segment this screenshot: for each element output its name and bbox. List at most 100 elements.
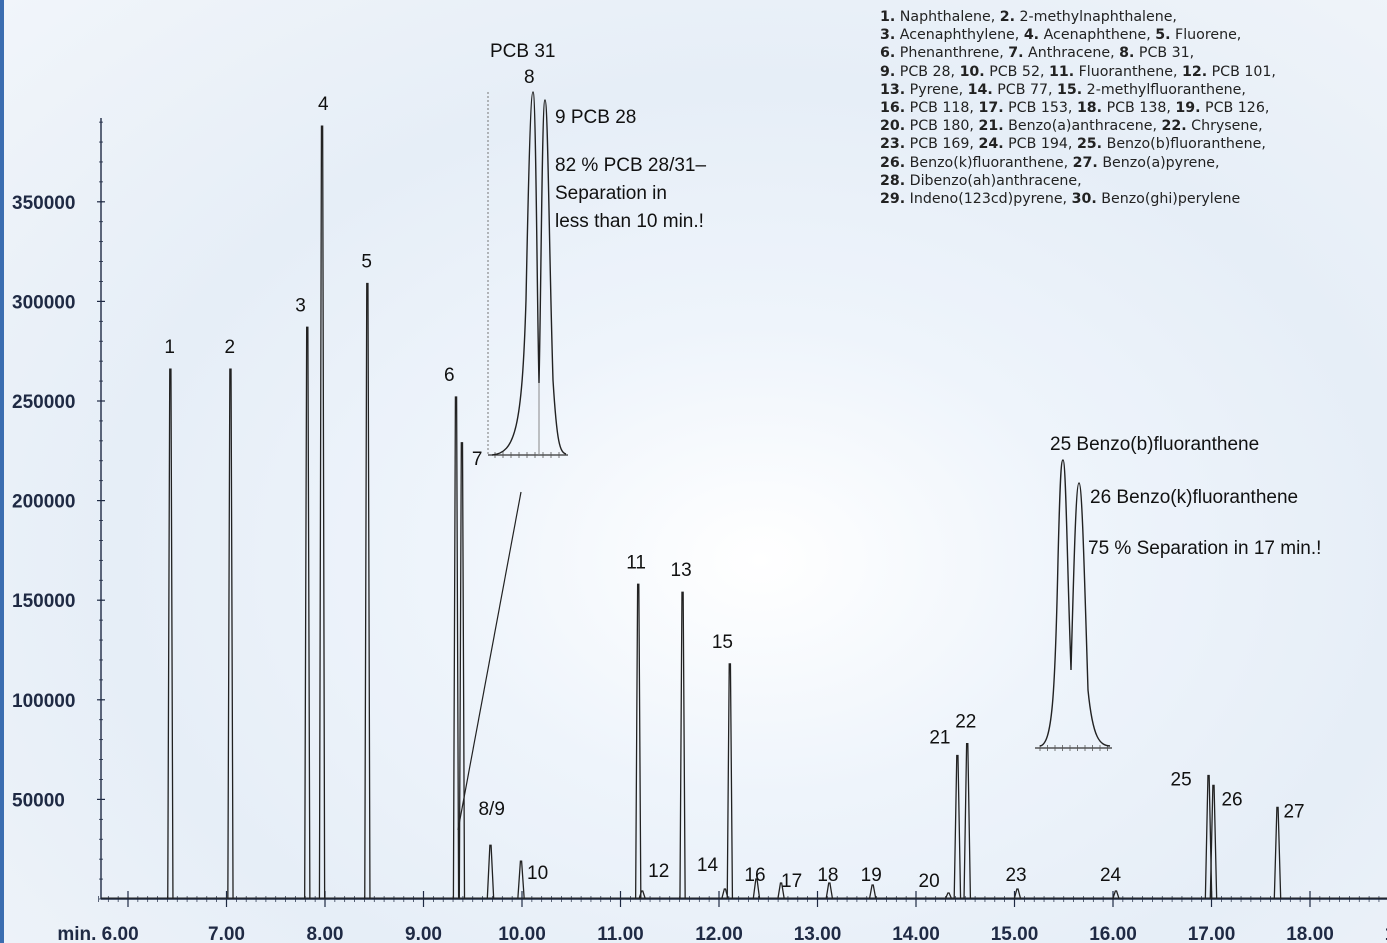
legend-number: 9. — [880, 63, 896, 80]
x-tick-label: 19.00 — [1385, 924, 1387, 943]
x-tick-label: 12.00 — [695, 924, 743, 943]
legend-number: 24. — [978, 136, 1004, 153]
legend-number: 12. — [1181, 63, 1208, 80]
peak-label: 27 — [1283, 801, 1304, 822]
legend-number: 13. — [880, 81, 906, 98]
chromatogram-peak — [304, 326, 311, 900]
legend-number: 20. — [880, 118, 906, 135]
legend-compound: Phenanthrene, — [895, 45, 1009, 62]
chromatogram-peak — [318, 125, 326, 900]
legend-compound: Benzo(ghi)perylene — [1096, 191, 1241, 208]
peak-label: 7 — [472, 449, 483, 470]
legend-number: 7. — [1008, 45, 1024, 62]
legend-compound: PCB 118, — [905, 100, 979, 117]
chromatogram-peak — [825, 882, 834, 900]
chromatogram-peak — [726, 663, 734, 900]
x-tick-label: 7.00 — [208, 924, 245, 943]
legend-compound: PCB 153, — [1003, 100, 1077, 117]
inset-benzo-label-26: 26 Benzo(k)fluoranthene — [1090, 487, 1298, 508]
inset-benzo-trace — [1039, 459, 1111, 747]
chromatogram-peak — [679, 591, 686, 900]
chromatogram-peak — [752, 878, 761, 900]
legend-number: 29. — [880, 191, 906, 208]
legend-number: 27. — [1072, 154, 1098, 171]
peak-label: 15 — [712, 632, 733, 653]
legend-number: 18. — [1076, 100, 1103, 117]
peak-label: 11 — [626, 552, 646, 573]
legend-number: 3. — [880, 27, 896, 44]
peak-label: 25 — [1171, 769, 1192, 790]
legend-line: 1. Naphthalene, 2. 2-methylnaphthalene, — [880, 8, 1380, 26]
legend-compound: Fluoranthene, — [1074, 63, 1182, 80]
inset-pcb-label-8: 8 — [524, 67, 535, 88]
legend-number: 28. — [880, 172, 906, 189]
peak-label: 23 — [1005, 865, 1026, 886]
legend-compound: PCB 194, — [1003, 136, 1077, 153]
legend-line: 23. PCB 169, 24. PCB 194, 25. Benzo(b)fl… — [880, 135, 1380, 153]
compound-legend: 1. Naphthalene, 2. 2-methylnaphthalene, 3… — [880, 8, 1380, 208]
peak-label: 5 — [361, 251, 372, 272]
legend-compound: PCB 126, — [1200, 100, 1270, 117]
peak-label: 24 — [1100, 865, 1122, 886]
y-tick-label: 150000 — [12, 591, 75, 612]
chromatogram-peak — [953, 754, 962, 900]
y-tick-label: 300000 — [12, 292, 75, 313]
legend-compound: Acenaphthylene, — [895, 27, 1024, 44]
legend-number: 10. — [959, 63, 985, 80]
chromatogram-peak — [486, 844, 495, 900]
y-tick-label: 100000 — [12, 691, 75, 712]
peak-label: 8/9 — [478, 799, 504, 820]
legend-number: 25. — [1076, 136, 1103, 153]
peak-label: 10 — [527, 863, 548, 884]
legend-number: 21. — [978, 118, 1004, 135]
peak-label: 26 — [1221, 789, 1242, 810]
legend-compound: Benzo(k)fluoranthene, — [905, 154, 1073, 171]
chromatogram-peak — [963, 742, 972, 900]
peak-label: 17 — [781, 871, 802, 892]
legend-line: 9. PCB 28, 10. PCB 52, 11. Fluoranthene,… — [880, 63, 1380, 81]
inset-pcb-trace — [491, 91, 567, 456]
legend-compound: PCB 138, — [1102, 100, 1176, 117]
peak-label: 22 — [955, 712, 976, 733]
chromatogram-peak — [1013, 888, 1022, 900]
chromatogram-peak — [638, 890, 646, 900]
legend-number: 15. — [1057, 81, 1083, 98]
x-tick-label: 18.00 — [1286, 924, 1334, 943]
legend-compound: PCB 180, — [905, 118, 979, 135]
peak-label: 19 — [861, 865, 882, 886]
x-tick-label: 11.00 — [597, 924, 644, 943]
inset-pcb-label-top: PCB 31 — [490, 41, 555, 62]
peak-label: 14 — [697, 855, 719, 876]
legend-line: 20. PCB 180, 21. Benzo(a)anthracene, 22.… — [880, 117, 1380, 135]
chromatogram-peak — [167, 368, 174, 900]
legend-number: 5. — [1155, 27, 1171, 44]
legend-compound: PCB 101, — [1207, 63, 1276, 80]
x-tick-label: 14.00 — [892, 924, 940, 943]
legend-compound: PCB 169, — [905, 136, 979, 153]
legend-compound: PCB 31, — [1134, 45, 1195, 62]
legend-number: 26. — [880, 154, 906, 171]
legend-compound: Fluorene, — [1170, 27, 1242, 44]
legend-number: 6. — [880, 45, 896, 62]
legend-line: 28. Dibenzo(ah)anthracene, — [880, 172, 1380, 190]
inset-pcb-pointer — [457, 491, 522, 831]
inset-pcb-note-line: less than 10 min.! — [555, 211, 704, 232]
x-tick-label: 9.00 — [405, 924, 442, 943]
legend-line: 3. Acenaphthylene, 4. Acenaphthene, 5. F… — [880, 26, 1380, 44]
legend-compound: Naphthalene, — [895, 9, 1000, 25]
y-tick-label: 200000 — [12, 492, 75, 513]
legend-line: 26. Benzo(k)fluoranthene, 27. Benzo(a)py… — [880, 154, 1380, 172]
chromatogram-peak — [452, 396, 460, 900]
peak-label: 12 — [648, 861, 669, 882]
chromatogram-peak — [1112, 890, 1120, 900]
legend-compound: 2-methylnaphthalene, — [1015, 9, 1177, 25]
legend-compound: Dibenzo(ah)anthracene, — [905, 172, 1082, 189]
legend-number: 30. — [1071, 191, 1097, 208]
chromatogram-peak — [868, 884, 877, 900]
peak-label: 1 — [164, 337, 175, 358]
x-tick-label: 13.00 — [794, 924, 842, 943]
legend-number: 16. — [880, 100, 906, 117]
chromatogram-peak — [517, 860, 525, 900]
legend-compound: Indeno(123cd)pyrene, — [905, 191, 1072, 208]
x-tick-label: 8.00 — [307, 924, 344, 943]
